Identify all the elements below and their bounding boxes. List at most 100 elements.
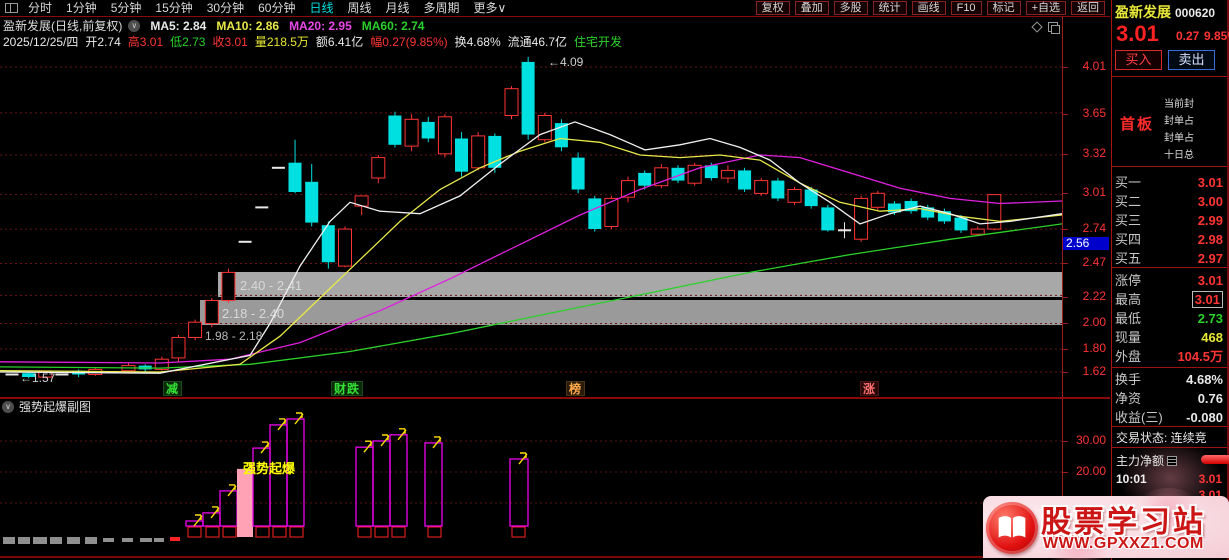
axis-price-label: 1.80 <box>1082 341 1106 355</box>
list-icon[interactable] <box>1167 456 1178 466</box>
stat-label: 净资 <box>1115 391 1142 406</box>
info-segment: 住宅开发 <box>574 35 623 49</box>
bid-row[interactable]: 买三 2.99 <box>1115 211 1223 230</box>
chart-separator <box>0 397 1110 399</box>
last-price: 3.01 <box>1116 21 1159 46</box>
toolbar-button[interactable]: 返回 <box>1071 1 1105 15</box>
stat-label: 外盘 <box>1115 349 1142 364</box>
price-change-pct: 9.85% <box>1204 29 1229 43</box>
svg-text:←1.57: ←1.57 <box>20 371 56 385</box>
stat-row: 换手 4.68% <box>1115 370 1223 389</box>
period-tab[interactable]: 30分钟 <box>206 0 245 15</box>
stat-label: 换手 <box>1115 372 1142 387</box>
period-tab[interactable]: 60分钟 <box>258 0 296 15</box>
sub-chart-header: ∨ 强势起爆副图 <box>2 399 91 414</box>
bid-row[interactable]: 买一 3.01 <box>1115 173 1223 192</box>
toolbar-button[interactable]: 复权 <box>755 1 790 15</box>
period-tab[interactable]: 15分钟 <box>155 0 193 15</box>
bid-price: 2.98 <box>1197 232 1223 247</box>
stat-label: 最高 <box>1115 292 1142 307</box>
quote-info-bar: 2025/12/25/四 开2.74 高3.01 低2.73 收3.01 量218.5万额… <box>3 34 622 49</box>
bid-price: 2.99 <box>1197 213 1223 228</box>
bid-row[interactable]: 买四 2.98 <box>1115 230 1223 249</box>
axis-tick <box>1062 67 1068 68</box>
toolbar-button[interactable]: +自选 <box>1025 1 1066 15</box>
period-tab[interactable]: 更多∨ <box>473 0 507 15</box>
svg-text:强势起爆: 强势起爆 <box>243 461 296 476</box>
chart-title: 盈新发展(日线,前复权) <box>3 19 123 33</box>
toolbar-button[interactable]: 标记 <box>986 1 1021 15</box>
ma-values: MA5: 2.84 MA10: 2.86 MA20: 2.95 MA60: 2.74 <box>140 19 424 33</box>
stat-value: 3.01 <box>1197 273 1223 288</box>
candlestick-chart-canvas: 2.40 - 2.41 2.18 - 2.40 ←4.09 ←1.57 1.98 - 2… <box>0 55 1062 385</box>
period-tab[interactable]: 多周期 <box>423 0 460 15</box>
period-tab[interactable]: 周线 <box>347 0 372 15</box>
axis-tick <box>1062 441 1068 442</box>
bid-row[interactable]: 买五 2.97 <box>1115 249 1223 268</box>
limit-board-stats: 当前封 封单占 封单占 十日总 <box>1164 96 1229 164</box>
svg-text:2.40 - 2.41: 2.40 - 2.41 <box>240 278 302 293</box>
tick-row: 10:01 3.01 <box>1116 472 1222 487</box>
stat-value: 4.68% <box>1186 372 1223 387</box>
event-badge: 涨 <box>860 381 880 396</box>
bid-label: 买五 <box>1115 251 1142 266</box>
toolbar-button[interactable]: 统计 <box>872 1 907 15</box>
ma-label: MA60: 2.74 <box>361 18 425 33</box>
window-layout-icon[interactable] <box>5 3 18 13</box>
info-segment: 幅0.27(9.85%) <box>370 35 448 49</box>
axis-tick <box>1062 114 1068 115</box>
board-stat-row: 封单占 <box>1164 116 1194 127</box>
stat-value: 3.01 <box>1191 291 1223 308</box>
bid-price: 3.01 <box>1197 175 1223 190</box>
ma-label: MA5: 2.84 <box>150 18 207 33</box>
period-tab[interactable]: 5分钟 <box>110 0 142 15</box>
board-stat-row: 十日总 <box>1164 150 1194 161</box>
info-segment: 收3.01 <box>212 35 248 49</box>
stat-row: 净资 0.76 <box>1115 389 1223 408</box>
main-net-flow-label: 主力净额 <box>1116 452 1178 469</box>
price-axis-line <box>1062 17 1063 556</box>
tick-time: 10:01 <box>1116 472 1147 486</box>
ma-label: MA10: 2.86 <box>216 18 280 33</box>
axis-tick <box>1062 297 1068 298</box>
sub-chart-title: 强势起爆副图 <box>19 400 92 414</box>
stock-name: 盈新发展 000620 <box>1115 4 1216 20</box>
event-badge: 榜 <box>566 381 586 396</box>
stat-row: 现量 468 <box>1115 328 1223 347</box>
toolbar-button[interactable]: 画线 <box>911 1 946 15</box>
toolbar-button[interactable]: 叠加 <box>794 1 829 15</box>
info-segment: 低2.73 <box>170 35 206 49</box>
stat-value: 104.5万 <box>1177 349 1223 364</box>
top-toolbar: 分时 1分钟 5分钟 15分钟 30分钟 60分钟 日线 周线 月线 多周期 更多∨ 复权 叠加 多股统… <box>0 0 1110 17</box>
axis-tick <box>1062 229 1068 230</box>
period-tab[interactable]: 1分钟 <box>66 0 97 15</box>
bid-price: 3.00 <box>1197 194 1223 209</box>
indicator-axis-label: 30.00 <box>1075 433 1106 447</box>
popout-window-icon[interactable] <box>1048 22 1060 34</box>
sell-button[interactable]: 卖出 <box>1168 50 1215 70</box>
buy-button[interactable]: 买入 <box>1115 50 1162 70</box>
axis-tick <box>1062 349 1068 350</box>
period-tab[interactable]: 分时 <box>28 0 53 15</box>
axis-tick <box>1062 372 1068 373</box>
stat-value: 468 <box>1201 330 1223 345</box>
stat-label: 涨停 <box>1115 273 1142 288</box>
chevron-down-icon[interactable]: ∨ <box>128 19 141 32</box>
toolbar-button[interactable]: F10 <box>950 1 982 15</box>
indicator-chart-canvas: 强势起爆 <box>0 412 1062 544</box>
axis-price-label: 2.47 <box>1082 255 1106 269</box>
bid-row[interactable]: 买二 3.00 <box>1115 192 1223 211</box>
bid-price: 2.97 <box>1197 251 1223 266</box>
toolbar-button[interactable]: 多股 <box>833 1 868 15</box>
stat-row: 最低 2.73 <box>1115 309 1223 328</box>
stat-label: 最低 <box>1115 311 1142 326</box>
diamond-icon[interactable] <box>1031 21 1043 33</box>
ma-label: MA20: 2.95 <box>289 18 352 33</box>
axis-tick <box>1062 193 1068 194</box>
chevron-down-icon[interactable]: ∨ <box>2 400 14 413</box>
period-tab[interactable]: 月线 <box>385 0 410 15</box>
info-segment: 开2.74 <box>85 35 121 49</box>
period-tab[interactable]: 日线 <box>309 0 334 15</box>
limit-board-tag: 首板 <box>1120 116 1155 133</box>
